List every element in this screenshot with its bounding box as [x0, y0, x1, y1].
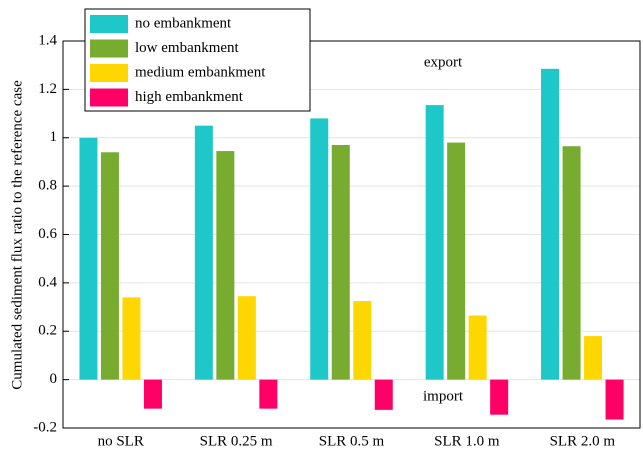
- y-tick-label: 0: [50, 371, 58, 387]
- bar: [79, 137, 98, 380]
- bar: [468, 315, 487, 380]
- bar: [374, 379, 393, 410]
- x-tick-label: SLR 0.25 m: [200, 433, 273, 449]
- bar: [447, 142, 466, 380]
- y-tick-label: -0.2: [33, 419, 57, 435]
- y-tick-label: 0.6: [38, 226, 57, 242]
- x-tick-label: SLR 2.0 m: [550, 433, 616, 449]
- bar: [331, 145, 350, 380]
- legend-label: no embankment: [135, 15, 232, 31]
- bar: [237, 296, 256, 380]
- bar: [584, 336, 603, 380]
- y-tick-label: 1.2: [38, 81, 57, 97]
- x-tick-label: no SLR: [98, 433, 144, 449]
- bar: [216, 151, 235, 380]
- x-tick-label: SLR 0.5 m: [319, 433, 385, 449]
- bar: [310, 118, 329, 380]
- legend-swatch: [90, 39, 128, 58]
- legend-label: medium embankment: [135, 64, 266, 80]
- bar: [100, 152, 119, 380]
- bar: [143, 379, 162, 409]
- legend-label: high embankment: [135, 89, 244, 105]
- y-tick-label: 0.8: [38, 178, 57, 194]
- y-axis-label: Cumulated sediment flux ratio to the ref…: [9, 80, 25, 390]
- bar: [259, 379, 278, 409]
- legend-swatch: [90, 15, 128, 33]
- annotation: export: [424, 54, 463, 70]
- legend-swatch: [90, 88, 128, 107]
- bar: [425, 105, 444, 380]
- bar: [122, 297, 141, 380]
- axes-box: [62, 40, 641, 429]
- bar: [490, 379, 509, 415]
- legend-swatch: [90, 64, 128, 82]
- annotation: import: [423, 388, 464, 404]
- y-tick-label: 0.2: [38, 323, 57, 339]
- bar: [562, 146, 581, 380]
- y-tick-label: 0.4: [38, 274, 57, 290]
- legend-label: low embankment: [135, 40, 240, 56]
- bar: [605, 379, 624, 420]
- bar: [541, 68, 560, 380]
- x-tick-label: SLR 1.0 m: [434, 433, 500, 449]
- bar: [353, 301, 372, 380]
- y-tick-label: 1: [50, 129, 58, 145]
- y-tick-label: 1.4: [38, 32, 57, 48]
- bar: [194, 125, 213, 380]
